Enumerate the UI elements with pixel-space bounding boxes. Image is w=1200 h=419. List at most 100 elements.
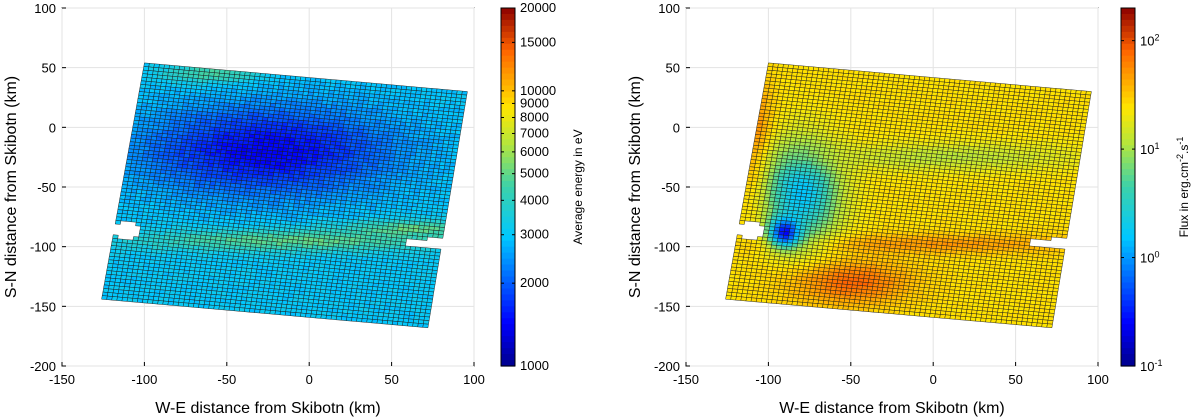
map-cell: [766, 211, 773, 217]
colorbar-segment: [501, 246, 515, 254]
map-cell: [239, 100, 246, 105]
map-cell: [404, 274, 412, 280]
map-cell: [781, 71, 788, 76]
colorbar-segment: [501, 288, 515, 295]
map-cell: [228, 277, 235, 282]
map-cell: [155, 165, 162, 171]
map-cell: [330, 195, 337, 201]
map-cell: [320, 252, 328, 258]
map-cell: [319, 114, 326, 120]
map-cell: [339, 87, 346, 92]
map-cell: [789, 195, 797, 201]
map-cell: [257, 170, 264, 176]
map-cell: [428, 106, 435, 111]
map-cell: [758, 170, 765, 176]
map-cell: [381, 319, 388, 325]
map-cell: [416, 177, 423, 183]
map-cell: [283, 231, 290, 236]
map-cell: [158, 209, 165, 214]
map-cell: [443, 169, 450, 174]
map-cell: [323, 147, 330, 153]
map-cell: [776, 212, 783, 218]
map-cell: [148, 204, 155, 210]
map-cell: [315, 106, 322, 112]
map-cell: [284, 78, 291, 84]
map-cell: [213, 159, 220, 165]
colorbar-segment: [501, 240, 515, 248]
map-cell: [751, 148, 759, 154]
map-cell: [158, 151, 165, 156]
map-cell: [267, 142, 275, 148]
map-cell: [271, 179, 278, 184]
map-cell: [214, 272, 221, 278]
map-cell: [241, 205, 248, 211]
map-cell: [387, 106, 394, 111]
map-cell: [196, 223, 204, 229]
map-cell: [205, 264, 212, 269]
map-cell: [352, 248, 359, 253]
map-cell: [110, 245, 117, 250]
map-cell: [336, 134, 343, 139]
map-cell: [397, 106, 404, 112]
map-cell: [228, 222, 235, 228]
map-cell: [795, 163, 802, 168]
map-cell: [416, 203, 424, 208]
map-cell: [290, 221, 297, 226]
map-cell: [774, 106, 782, 112]
map-cell: [238, 223, 245, 229]
map-cell: [124, 166, 131, 171]
map-cell: [145, 277, 153, 282]
map-cell: [216, 87, 223, 92]
map-cell: [404, 154, 411, 160]
map-cell: [325, 104, 333, 109]
map-cell: [194, 296, 201, 301]
map-cell: [778, 89, 785, 94]
map-cell: [213, 130, 220, 136]
map-cell: [179, 120, 186, 125]
map-cell: [316, 190, 323, 196]
map-cell: [222, 80, 229, 86]
map-cell: [205, 86, 213, 91]
map-cell: [256, 298, 263, 303]
map-cell: [203, 271, 211, 277]
map-cell: [247, 111, 254, 117]
map-cell: [183, 157, 190, 162]
map-cell: [128, 203, 135, 208]
map-cell: [276, 270, 283, 276]
map-cell: [381, 167, 389, 172]
map-cell: [744, 191, 751, 197]
map-cell: [153, 147, 161, 152]
map-cell: [354, 175, 361, 181]
map-cell: [422, 170, 429, 176]
map-cell: [323, 300, 330, 305]
map-cell: [396, 201, 403, 206]
map-cell: [193, 157, 200, 163]
map-cell: [394, 121, 402, 126]
map-cell: [369, 119, 376, 124]
map-cell: [299, 200, 306, 205]
map-cell: [403, 220, 410, 225]
map-cell: [360, 169, 368, 174]
map-cell: [764, 80, 771, 86]
map-cell: [105, 273, 112, 279]
map-cell: [348, 240, 355, 246]
map-cell: [765, 189, 772, 195]
map-cell: [305, 135, 312, 140]
map-cell: [219, 153, 226, 158]
map-cell: [808, 91, 815, 97]
map-cell: [312, 124, 319, 130]
map-cell: [414, 246, 421, 252]
map-cell: [369, 242, 376, 248]
map-cell: [130, 134, 137, 139]
map-cell: [157, 71, 164, 76]
map-cell: [412, 319, 420, 324]
map-cell: [288, 140, 295, 146]
map-cell: [399, 92, 406, 98]
map-cell: [725, 291, 733, 297]
map-cell: [311, 277, 318, 282]
map-cell: [424, 247, 432, 252]
map-cell: [231, 259, 239, 265]
map-cell: [137, 94, 144, 100]
map-cell: [183, 269, 190, 275]
map-cell: [782, 176, 790, 182]
